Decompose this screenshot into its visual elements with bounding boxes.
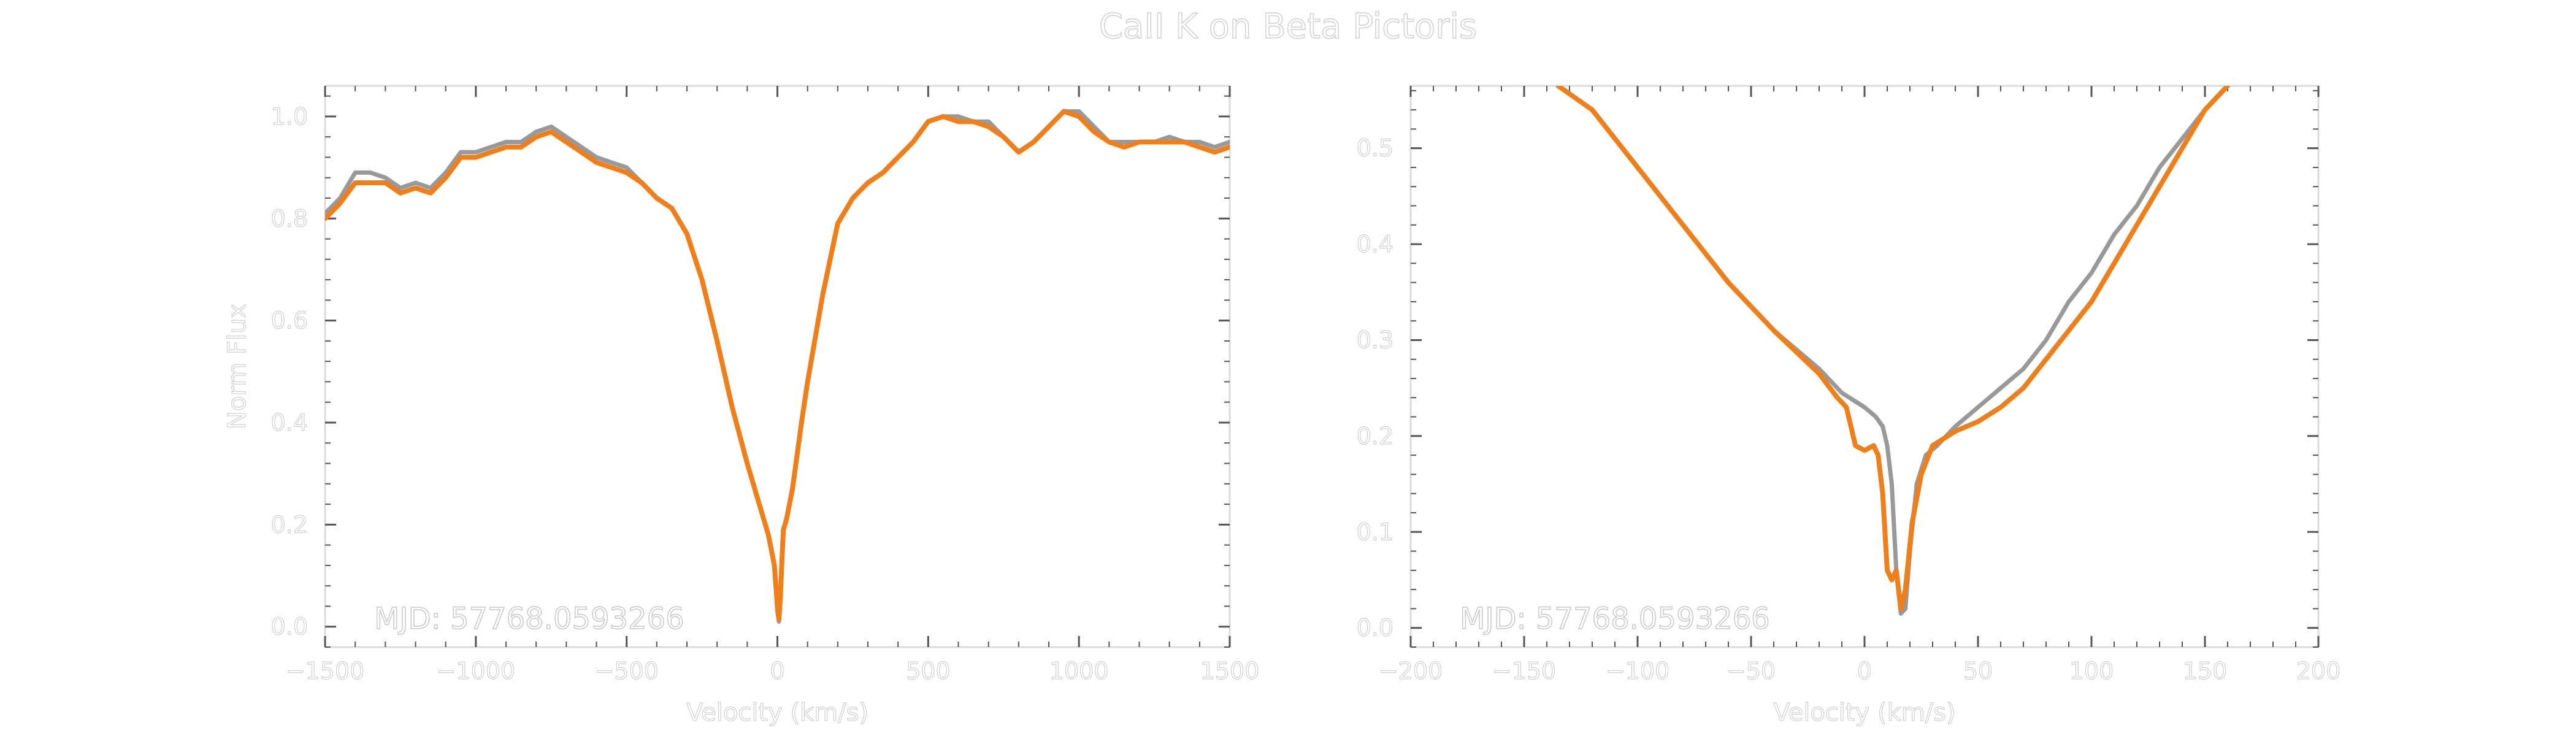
series-line-gray [1556,86,2230,616]
chart-panel-1: −1500 −1000 −500 0 500 1000 1500 0.0 0.2 0.4 0.6 0.… [223,85,1260,727]
mjd-annotation: MJD: 57768.0593266 [1460,602,1770,636]
y-tick-label: 0.1 [1357,518,1393,545]
chart-panel-2: −200 −150 −100 −50 0 50 100 150 200 0.0 0.1 0.2 0.3 0… [1356,85,2341,727]
x-tick-label: −50 [1727,657,1776,684]
y-axis-label: Norm Flux [223,304,251,429]
x-tick-label: −100 [1606,657,1669,684]
y-tick-label: 0.0 [1357,615,1393,642]
x-tick-label: 200 [2296,657,2341,684]
x-axis-label: Velocity (km/s) [1773,699,1955,727]
x-tick-label: 1000 [1049,657,1109,684]
x-tick-label: 0 [770,657,784,684]
y-tick-label: 0.0 [271,613,308,640]
axes-frame [324,85,1231,648]
y-tick-label: 0.4 [271,409,308,436]
x-tick-label: 50 [1963,657,1993,684]
x-tick-label: 0 [1857,657,1872,684]
figure-title: CaII K on Beta Pictoris [1099,7,1477,47]
x-tick-label: −500 [594,657,658,684]
y-tick-label: 0.5 [1357,135,1393,162]
series-group [325,109,1230,624]
x-tick-label: −150 [1492,657,1556,684]
series-group [1555,86,2230,616]
x-tick-label: 150 [2183,657,2228,684]
x-tick-label: 500 [906,657,951,684]
y-tick-label: 0.8 [271,205,308,232]
x-tick-label: 1500 [1200,657,1260,684]
x-tick-label: −1000 [437,657,516,684]
series-line-orange [1555,86,2230,611]
axes-frame [1409,85,2320,648]
x-tick-label: −200 [1379,657,1443,684]
y-tick-label: 0.3 [1357,326,1393,353]
series-line-gray [325,109,1230,624]
y-tick-label: 0.2 [1357,423,1393,450]
y-tick-label: 1.0 [271,103,308,130]
mjd-annotation: MJD: 57768.0593266 [374,602,684,636]
x-tick-label: 100 [2069,657,2114,684]
y-tick-label: 0.4 [1357,231,1393,258]
y-tick-label: 0.6 [271,307,308,334]
series-line-orange [325,109,1230,622]
x-axis-label: Velocity (km/s) [686,699,868,727]
x-tick-label: −1500 [286,657,365,684]
y-tick-label: 0.2 [271,511,308,538]
